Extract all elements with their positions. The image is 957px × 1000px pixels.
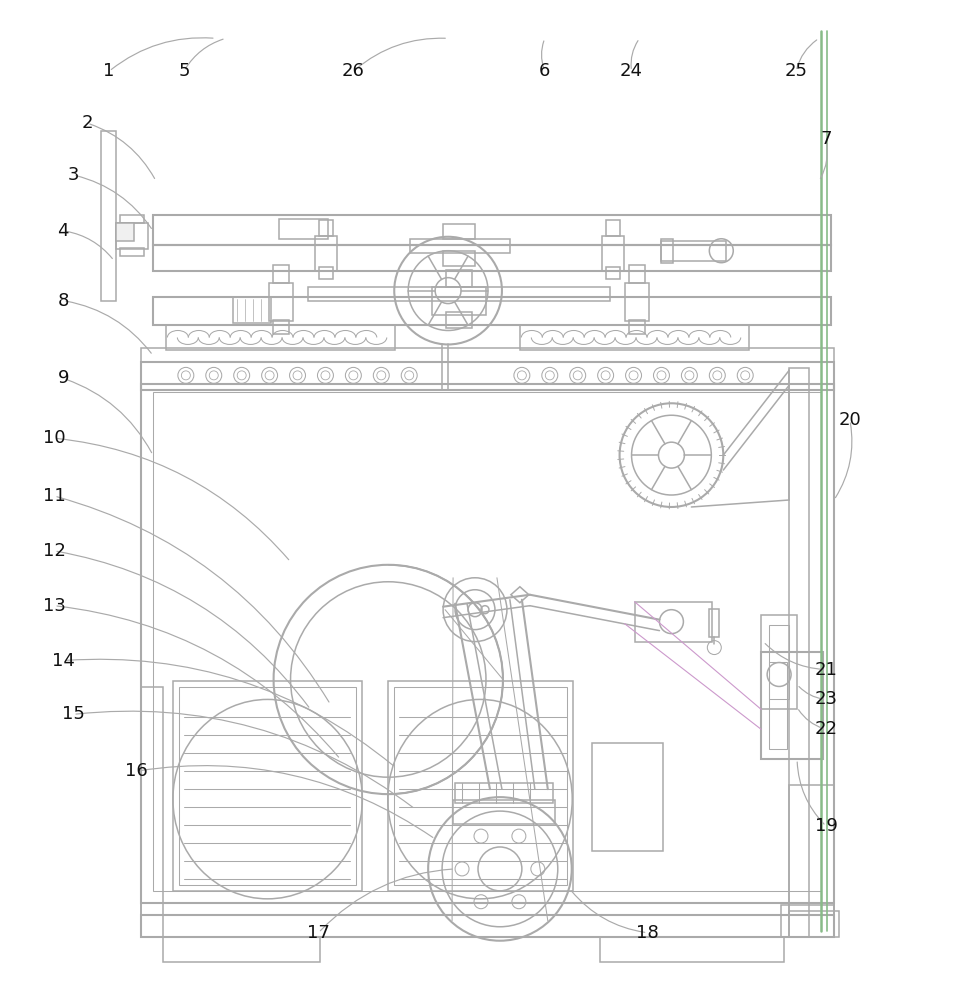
Text: 24: 24 [620,62,643,80]
Bar [320,267,333,279]
Bar [709,609,720,637]
Bar [120,248,144,256]
Text: 6: 6 [539,62,550,80]
Text: 21: 21 [814,661,837,679]
Bar [456,783,553,803]
Bar [625,283,649,321]
Bar [179,687,356,885]
Bar [433,287,486,315]
Text: 15: 15 [62,705,84,723]
Text: 5: 5 [178,62,189,80]
Bar [790,785,834,915]
Text: 16: 16 [124,762,147,780]
Text: 4: 4 [57,222,69,240]
Bar [443,251,475,266]
Text: 26: 26 [342,62,365,80]
Bar [790,368,809,937]
Bar [273,320,289,334]
Bar [394,687,567,885]
Bar [141,362,834,390]
Bar [761,652,823,759]
Bar [316,236,338,271]
Text: 18: 18 [636,924,658,942]
Bar [153,297,831,325]
Bar [116,223,134,241]
Bar [389,681,572,891]
Bar [411,239,510,253]
Text: 19: 19 [814,817,837,835]
Text: 12: 12 [43,542,66,560]
Text: 9: 9 [57,369,69,387]
Bar [269,283,293,321]
Text: 1: 1 [103,62,115,80]
Bar [446,270,472,287]
Bar [443,224,475,239]
Bar [781,905,834,937]
Text: 22: 22 [814,720,837,738]
Bar [233,297,271,323]
Bar [308,287,610,301]
Bar [446,312,472,328]
Text: 13: 13 [43,597,66,615]
Text: 14: 14 [52,652,75,670]
Bar [163,937,321,962]
Text: 11: 11 [43,487,66,505]
Bar [600,937,784,962]
Bar [629,320,644,334]
Bar [769,625,790,699]
Bar [166,325,395,350]
Bar [101,131,116,301]
Bar [790,911,839,937]
Bar [769,662,787,749]
Bar [606,220,619,236]
Bar [141,384,834,903]
Bar [141,903,834,915]
Bar [141,348,834,362]
Bar [591,743,663,851]
Bar [661,241,726,261]
Bar [761,615,797,709]
Text: 20: 20 [838,411,861,429]
Bar [453,800,555,824]
Bar [278,219,328,239]
Bar [320,220,333,236]
Bar [634,602,712,642]
Text: 17: 17 [307,924,330,942]
Text: 25: 25 [785,62,808,80]
Bar [141,687,163,937]
Bar [120,215,144,223]
Bar [273,265,289,283]
Bar [661,239,674,263]
Bar [629,265,644,283]
Text: 23: 23 [814,690,837,708]
Text: 7: 7 [820,130,832,148]
Bar [141,915,834,937]
Text: 2: 2 [81,114,93,132]
Bar [116,223,148,249]
Bar [153,392,821,891]
Bar [153,215,831,245]
Bar [153,245,831,271]
Text: 3: 3 [67,166,78,184]
Bar [606,267,619,279]
Text: 10: 10 [43,429,65,447]
Bar [602,236,624,271]
Bar [173,681,363,891]
Bar [520,325,749,350]
Text: 8: 8 [57,292,69,310]
